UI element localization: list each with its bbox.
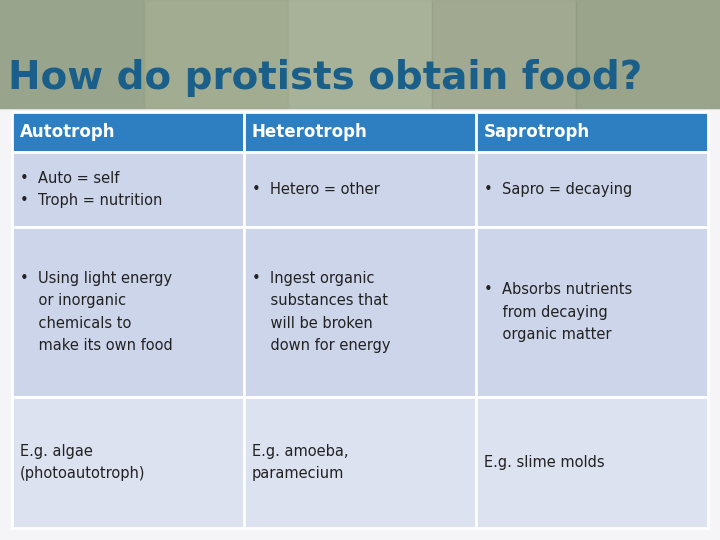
Bar	[0, 0, 144, 108]
Text: •  Sapro = decaying: • Sapro = decaying	[484, 182, 631, 197]
Text: Saprotroph: Saprotroph	[484, 123, 590, 141]
Bar	[244, 397, 475, 528]
Bar	[0, 108, 720, 540]
Bar	[12, 152, 244, 227]
Text: •  Ingest organic
    substances that
    will be broken
    down for energy: • Ingest organic substances that will be…	[252, 271, 390, 353]
Bar	[12, 397, 244, 528]
Bar	[475, 397, 708, 528]
Bar	[12, 227, 244, 397]
Bar	[244, 112, 475, 152]
Bar	[432, 0, 576, 108]
Text: •  Auto = self
•  Troph = nutrition: • Auto = self • Troph = nutrition	[20, 171, 163, 208]
Bar	[12, 112, 244, 152]
Bar	[475, 227, 708, 397]
Bar	[144, 0, 288, 108]
Text: E.g. slime molds: E.g. slime molds	[484, 455, 604, 470]
Text: Autotroph: Autotroph	[20, 123, 115, 141]
Bar	[244, 227, 475, 397]
Bar	[288, 0, 432, 108]
Text: How do protists obtain food?: How do protists obtain food?	[8, 59, 642, 97]
Text: •  Using light energy
    or inorganic
    chemicals to
    make its own food: • Using light energy or inorganic chemic…	[20, 271, 173, 353]
Text: E.g. algae
(photoautotroph): E.g. algae (photoautotroph)	[20, 444, 145, 481]
Bar	[576, 0, 720, 108]
Text: •  Hetero = other: • Hetero = other	[252, 182, 379, 197]
Bar	[244, 152, 475, 227]
Text: Heterotroph: Heterotroph	[252, 123, 367, 141]
Text: E.g. amoeba,
paramecium: E.g. amoeba, paramecium	[252, 444, 348, 481]
Bar	[475, 152, 708, 227]
Bar	[475, 112, 708, 152]
Text: •  Absorbs nutrients
    from decaying
    organic matter: • Absorbs nutrients from decaying organi…	[484, 282, 631, 342]
Bar	[0, 0, 720, 108]
